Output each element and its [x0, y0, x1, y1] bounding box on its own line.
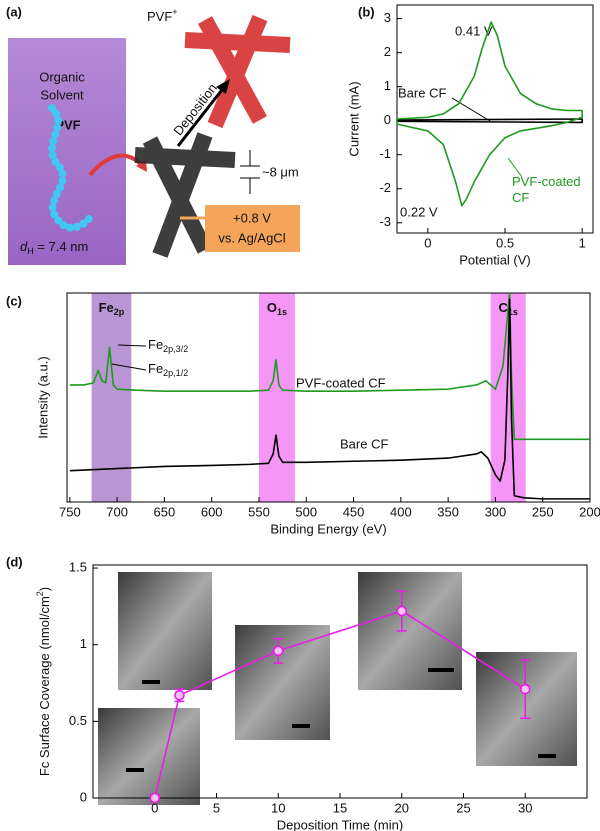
x-tick-label: 400	[390, 504, 412, 519]
text-part: Fe	[99, 300, 114, 315]
marker	[521, 685, 530, 694]
annotation: 0.41 V	[455, 23, 493, 38]
y-tick-label: -3	[379, 214, 391, 229]
x-tick-label: 0	[424, 235, 431, 250]
scale-bar	[538, 754, 556, 758]
sem-image	[235, 625, 330, 740]
diagram: (a) Organic Solvent PVF dH = 7.4 nm PVF+…	[6, 4, 300, 265]
sem-image	[476, 652, 577, 766]
panel-label: (a)	[6, 4, 22, 19]
y-tick-label: 3	[384, 10, 391, 25]
solvent-label: Solvent	[40, 87, 84, 102]
x-axis-label: Binding Energy (eV)	[270, 521, 386, 536]
sem-insets	[98, 572, 577, 805]
y-tick-label: 1	[80, 636, 87, 651]
scale-bar	[142, 680, 160, 684]
x-axis-label: Potential (V)	[459, 252, 531, 267]
oxidized-label: PVF+	[147, 7, 178, 24]
region	[491, 293, 526, 502]
y-tick-label: 1.5	[69, 560, 87, 575]
text-part: Fe	[148, 361, 163, 376]
y-tick-label: -2	[379, 180, 391, 195]
y-tick-label: 0.5	[69, 713, 87, 728]
x-tick-label: 700	[106, 504, 128, 519]
y-tick-label: 0	[80, 789, 87, 804]
x-tick-label: 30	[518, 800, 532, 815]
x-tick-label: 5	[213, 800, 220, 815]
panel-label: (b)	[358, 4, 375, 19]
marker	[397, 606, 406, 615]
marker	[274, 646, 283, 655]
y-tick-label: -1	[379, 146, 391, 161]
annotation: Fe2p,1/2	[148, 361, 188, 378]
x-tick-label: 350	[437, 504, 459, 519]
series-label: Bare CF	[398, 85, 446, 100]
arrow-label: Deposition	[170, 81, 220, 139]
y-tick-label: 0	[384, 112, 391, 127]
series-label: Bare CF	[340, 436, 388, 451]
region	[92, 293, 132, 502]
figure: (a) Organic Solvent PVF dH = 7.4 nm PVF+…	[0, 0, 600, 831]
x-tick-label: 550	[248, 504, 270, 519]
superscript: +	[172, 7, 177, 17]
x-tick-label: 650	[154, 504, 176, 519]
subscript: 2p,3/2	[163, 344, 188, 354]
text-part: )	[37, 587, 52, 591]
x-tick-label: 15	[333, 800, 347, 815]
annotation: 0.22 V	[400, 204, 438, 219]
marker	[150, 794, 159, 803]
x-axis-label: Deposition Time (min)	[277, 817, 403, 831]
potential-label: +0.8 V	[233, 210, 271, 225]
y-tick-label: 1	[384, 78, 391, 93]
text-part: O	[267, 300, 277, 315]
series-label-box: PVF-coated CF	[512, 174, 592, 214]
x-tick-label: 300	[485, 504, 507, 519]
potential-label: vs. Ag/AgCl	[218, 230, 285, 245]
x-tick-label: 10	[271, 800, 285, 815]
subscript: 2p	[114, 307, 125, 317]
scale-bar	[126, 768, 144, 772]
x-tick-label: 600	[201, 504, 223, 519]
x-tick-label: 0.5	[496, 235, 514, 250]
x-tick-label: 25	[456, 800, 470, 815]
subscript: 1s	[277, 307, 287, 317]
sem-image	[118, 572, 212, 690]
annotation: Fe2p,3/2	[148, 337, 188, 354]
x-tick-label: 1	[579, 235, 586, 250]
text-part: Fe	[148, 337, 163, 352]
x-tick-label: 250	[532, 504, 554, 519]
y-tick-label: 2	[384, 44, 391, 59]
leader-line	[452, 98, 490, 121]
scale-bar	[292, 724, 310, 728]
region	[259, 293, 295, 502]
fiber-diameter: ~8 μm	[262, 164, 299, 179]
scale-bar	[428, 668, 454, 672]
sem-image	[98, 708, 200, 805]
fiber	[185, 40, 290, 45]
x-tick-label: 500	[295, 504, 317, 519]
sem-image	[358, 572, 462, 690]
y-axis-label: Current (mA)	[346, 81, 361, 156]
y-axis-label: Intensity (a.u.)	[35, 356, 50, 438]
series-label: PVF-coated CF	[296, 375, 386, 390]
marker	[175, 691, 184, 700]
page: {"diagram": {"panel_label": "(a)", "solv…	[0, 0, 600, 831]
x-tick-label: 750	[59, 504, 81, 519]
x-tick-label: 450	[343, 504, 365, 519]
value: = 7.4 nm	[34, 239, 89, 254]
label: PVF	[147, 9, 172, 24]
series-label: PVF-coated CF	[512, 174, 592, 206]
x-tick-label: 200	[579, 504, 600, 519]
solvent-label: Organic	[39, 69, 85, 84]
panel-label: (d)	[6, 554, 23, 569]
diameter-marker	[240, 150, 260, 194]
text-part: Fc Surface Coverage (nmol/cm	[37, 596, 52, 776]
panel-label: (c)	[6, 293, 22, 308]
y-axis-label: Fc Surface Coverage (nmol/cm2)	[35, 587, 52, 776]
x-tick-label: 20	[395, 800, 409, 815]
subscript: 2p,1/2	[163, 368, 188, 378]
